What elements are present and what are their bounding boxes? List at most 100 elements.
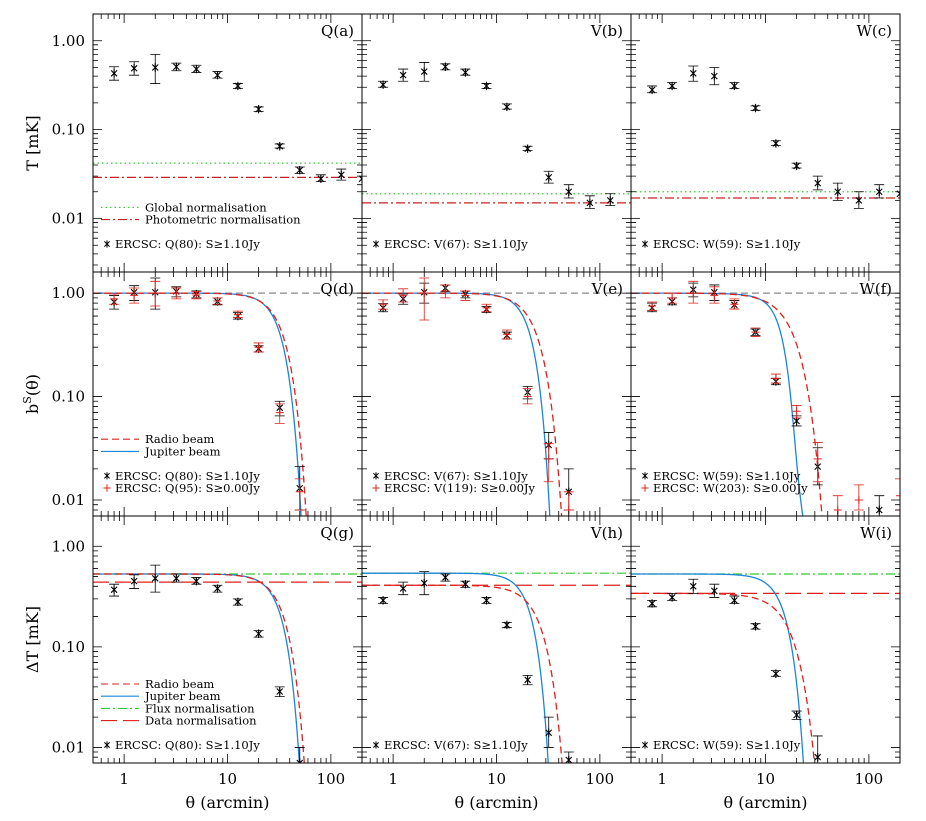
asterisk-marker <box>752 622 759 631</box>
plus-marker <box>172 289 181 298</box>
legend-plus-icon <box>103 484 111 492</box>
asterisk-marker <box>420 578 428 588</box>
data-point <box>584 195 595 209</box>
panel-vb-points <box>378 62 616 209</box>
plus-marker <box>771 374 780 383</box>
data-point <box>667 292 678 304</box>
axis-ticks <box>361 272 632 517</box>
asterisk-marker <box>565 187 573 196</box>
asterisk-marker <box>379 80 387 89</box>
legend-label: Data normalisation <box>145 714 257 728</box>
asterisk-marker <box>234 597 242 607</box>
data-point <box>543 716 554 748</box>
asterisk-marker <box>110 69 118 78</box>
asterisk-marker <box>441 573 449 582</box>
asterisk-marker <box>875 187 883 196</box>
legend-label: Photometric normalisation <box>145 213 301 227</box>
plus-marker <box>254 343 263 352</box>
legend-asterisk-icon <box>642 472 648 480</box>
panel-wi-points <box>647 578 823 763</box>
asterisk-marker <box>462 579 469 589</box>
asterisk-marker <box>793 161 800 171</box>
x-tick-label: 100 <box>855 770 884 788</box>
data-point <box>294 478 305 511</box>
plus-marker <box>502 330 511 339</box>
asterisk-marker <box>399 70 407 80</box>
plus-marker <box>461 291 470 300</box>
plus-marker <box>420 289 429 298</box>
y-tick-label: 0.10 <box>52 638 85 656</box>
data-point <box>543 443 554 483</box>
asterisk-marker <box>483 81 490 91</box>
data-point <box>688 578 699 594</box>
asterisk-marker <box>358 174 362 183</box>
y-tick-label: 0.01 <box>52 738 85 756</box>
panel-label: Q(a) <box>321 22 354 40</box>
data-point <box>709 67 720 86</box>
data-point <box>770 669 781 678</box>
legend-label: ERCSC: W(59): S≥1.10Jy <box>653 738 801 752</box>
x-axis-title: θ (arcmin) <box>724 793 808 812</box>
legend-entry: ERCSC: V(67): S≥1.10Jy <box>373 469 528 483</box>
asterisk-marker <box>689 69 697 78</box>
data-point <box>419 571 430 596</box>
asterisk-marker <box>337 170 345 180</box>
legend-entry: ERCSC: Q(80): S≥1.10Jy <box>104 738 260 752</box>
y-tick-label: 0.01 <box>52 209 85 227</box>
beam-curve-3 <box>631 592 816 763</box>
plus-marker <box>689 289 698 298</box>
y-tick-label: 0.01 <box>52 491 85 509</box>
legend-asterisk-icon <box>373 741 379 749</box>
data-point <box>294 165 305 175</box>
plus-marker <box>896 491 900 500</box>
legend-asterisk-icon <box>373 240 379 248</box>
plus-marker <box>854 495 863 504</box>
data-point <box>812 175 823 191</box>
x-tick-label: 100 <box>586 770 615 788</box>
plus-marker <box>233 310 242 319</box>
y-axis-title-main: b <box>23 404 42 414</box>
asterisk-marker <box>606 196 614 205</box>
data-point <box>129 574 140 589</box>
plus-marker <box>730 300 739 309</box>
data-point <box>791 161 802 171</box>
asterisk-marker <box>648 599 656 608</box>
data-point <box>874 495 885 516</box>
asterisk-marker <box>276 142 284 151</box>
legend-label: ERCSC: V(67): S≥1.10Jy <box>384 738 528 752</box>
asterisk-marker <box>317 174 325 183</box>
data-point <box>522 144 533 153</box>
data-point <box>481 303 492 313</box>
data-point <box>419 277 430 321</box>
beam-curve-1 <box>362 292 551 516</box>
x-tick-label: 1 <box>119 770 129 788</box>
legend-entry: ERCSC: W(59): S≥1.10Jy <box>642 469 801 483</box>
plus-marker <box>523 392 532 401</box>
beam-curve-2 <box>631 292 823 516</box>
y-axis-title: ΔT [mK] <box>23 606 42 673</box>
asterisk-marker <box>814 178 822 188</box>
asterisk-marker <box>462 68 469 77</box>
data-point <box>791 710 802 720</box>
asterisk-marker <box>689 582 697 591</box>
asterisk-marker <box>545 728 553 737</box>
plus-marker <box>192 290 201 299</box>
panel-label: V(h) <box>590 524 623 542</box>
panel-vh-curves <box>362 572 631 763</box>
legend-label: ERCSC: V(67): S≥1.10Jy <box>384 237 528 251</box>
data-point <box>501 329 512 340</box>
y-tick-label: 0.10 <box>52 388 85 406</box>
legend-asterisk-icon <box>104 741 110 749</box>
x-tick-label: 1 <box>388 770 398 788</box>
y-axis-title-sup: S <box>21 396 34 404</box>
plus-marker <box>399 291 408 300</box>
data-point <box>171 62 182 72</box>
y-axis-title-tail: (θ) <box>23 374 42 396</box>
legend-label: Global normalisation <box>145 200 267 214</box>
legend-label: ERCSC: W(203): S≥0.00Jy <box>653 481 808 495</box>
legend-entry: ERCSC: V(119): S≥0.00Jy <box>372 481 536 495</box>
data-point <box>460 68 471 77</box>
panel-wf-points <box>647 280 900 516</box>
plus-marker <box>441 286 450 295</box>
data-point <box>874 184 885 199</box>
